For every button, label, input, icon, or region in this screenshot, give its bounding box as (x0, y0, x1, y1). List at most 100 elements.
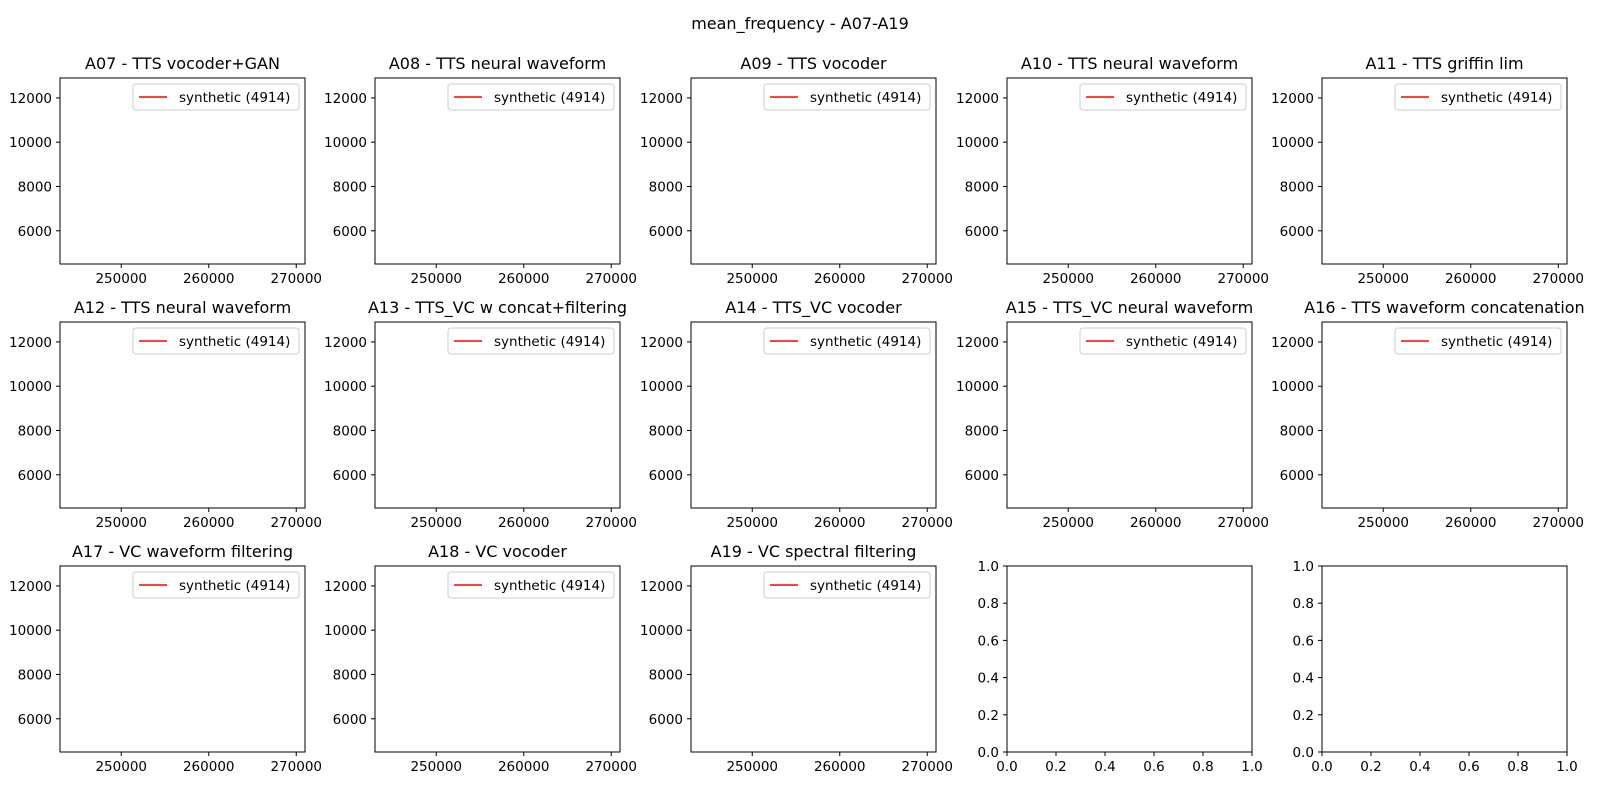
x-tick-label: 0.4 (1094, 759, 1115, 775)
legend: synthetic (4914) (1394, 327, 1562, 355)
subplot-title: A15 - TTS_VC neural waveform (1006, 298, 1253, 318)
y-tick-label: 8000 (649, 180, 683, 196)
y-tick-label: 6000 (965, 224, 999, 240)
x-tick-label: 0.2 (1045, 759, 1066, 775)
x-tick-label: 260000 (814, 515, 866, 531)
y-tick-label: 8000 (649, 424, 683, 440)
x-tick-label: 250000 (410, 515, 462, 531)
x-tick-label: 260000 (1130, 271, 1182, 287)
y-tick-label: 0.8 (978, 596, 999, 612)
axes-frame (1006, 565, 1253, 753)
subplot: A07 - TTS vocoder+GAN 250000 260000 270000 6… (9, 54, 322, 287)
x-tick-label: 260000 (498, 271, 550, 287)
legend: synthetic (4914) (1079, 327, 1247, 355)
subplot: A11 - TTS griffin lim 250000 260000 270000 6… (1271, 54, 1584, 287)
subplot-title: A09 - TTS vocoder (740, 54, 887, 73)
y-tick-label: 6000 (1280, 468, 1314, 484)
x-tick-label: 0.4 (1409, 759, 1430, 775)
x-tick-label: 250000 (1357, 515, 1409, 531)
legend: synthetic (4914) (763, 571, 931, 599)
legend: synthetic (4914) (763, 83, 931, 111)
y-tick-label: 12000 (324, 91, 367, 107)
subplot: A12 - TTS neural waveform 250000 260000 270… (9, 298, 322, 531)
x-tick-label: 260000 (814, 271, 866, 287)
y-tick-label: 12000 (324, 579, 367, 595)
x-tick-label: 270000 (585, 515, 637, 531)
x-tick-label: 270000 (901, 271, 953, 287)
subplot-title: A16 - TTS waveform concatenation (1304, 298, 1584, 317)
y-tick-label: 8000 (649, 668, 683, 684)
y-tick-label: 0.6 (1293, 633, 1314, 649)
legend-label: synthetic (4914) (494, 578, 605, 594)
x-tick-label: 0.8 (1507, 759, 1528, 775)
x-tick-label: 250000 (95, 515, 147, 531)
y-tick-label: 0.6 (978, 633, 999, 649)
legend-box (763, 83, 931, 111)
legend-box (132, 571, 300, 599)
y-tick-label: 6000 (18, 468, 52, 484)
y-tick-label: 0.4 (1293, 671, 1314, 687)
x-tick-label: 1.0 (1556, 759, 1577, 775)
legend: synthetic (4914) (447, 571, 615, 599)
y-tick-label: 6000 (18, 224, 52, 240)
x-tick-label: 270000 (1217, 515, 1269, 531)
legend-box (1079, 327, 1247, 355)
legend-box (763, 327, 931, 355)
legend: synthetic (4914) (132, 83, 300, 111)
y-tick-label: 10000 (640, 623, 683, 639)
x-tick-label: 0.2 (1360, 759, 1381, 775)
y-tick-label: 6000 (649, 468, 683, 484)
y-tick-label: 8000 (333, 180, 367, 196)
x-tick-label: 270000 (1217, 271, 1269, 287)
subplot: A19 - VC spectral filtering 250000 260000 2… (640, 542, 953, 775)
x-tick-label: 250000 (95, 271, 147, 287)
y-tick-label: 10000 (324, 379, 367, 395)
x-tick-label: 250000 (726, 515, 778, 531)
legend-box (132, 83, 300, 111)
subplot: 0.0 0.2 0.4 0.6 0.8 1.0 0.0 0.2 0.4 0.6 0.8 1.0 (978, 559, 1263, 775)
y-tick-label: 6000 (965, 468, 999, 484)
y-tick-label: 0.8 (1293, 596, 1314, 612)
legend-label: synthetic (4914) (494, 334, 605, 350)
y-tick-label: 0.4 (978, 671, 999, 687)
legend-box (447, 327, 615, 355)
x-tick-label: 260000 (498, 759, 550, 775)
y-tick-label: 12000 (956, 335, 999, 351)
legend-box (763, 571, 931, 599)
x-tick-label: 250000 (1357, 271, 1409, 287)
x-tick-label: 250000 (410, 271, 462, 287)
legend-label: synthetic (4914) (810, 334, 921, 350)
y-tick-label: 12000 (9, 579, 52, 595)
x-tick-label: 250000 (1042, 271, 1094, 287)
y-tick-label: 10000 (1271, 135, 1314, 151)
y-tick-label: 8000 (333, 424, 367, 440)
x-tick-label: 0.6 (1143, 759, 1164, 775)
subplot: A16 - TTS waveform concatenation 250000 26… (1271, 298, 1585, 531)
x-tick-label: 270000 (1532, 271, 1584, 287)
x-tick-label: 250000 (726, 759, 778, 775)
y-tick-label: 6000 (333, 712, 367, 728)
y-tick-label: 0.0 (978, 745, 999, 761)
x-tick-label: 260000 (183, 759, 235, 775)
subplot: A17 - VC waveform filtering 250000 260000 2… (9, 542, 322, 775)
y-tick-label: 10000 (9, 623, 52, 639)
x-tick-label: 0.0 (996, 759, 1017, 775)
x-tick-label: 250000 (410, 759, 462, 775)
y-tick-label: 12000 (1271, 335, 1314, 351)
y-tick-label: 8000 (965, 180, 999, 196)
y-tick-label: 12000 (640, 579, 683, 595)
y-tick-label: 6000 (649, 224, 683, 240)
legend-label: synthetic (4914) (1441, 90, 1552, 106)
subplot: A08 - TTS neural waveform 250000 260000 270… (324, 54, 637, 287)
y-tick-label: 8000 (18, 668, 52, 684)
x-tick-label: 250000 (726, 271, 778, 287)
subplot-title: A08 - TTS neural waveform (389, 54, 606, 73)
y-tick-label: 6000 (333, 468, 367, 484)
subplot: A14 - TTS_VC vocoder 250000 260000 270000 60… (640, 298, 953, 531)
legend-label: synthetic (4914) (494, 90, 605, 106)
x-tick-label: 260000 (814, 759, 866, 775)
subplot: A09 - TTS vocoder 250000 260000 270000 6000 8… (640, 54, 953, 287)
legend-box (132, 327, 300, 355)
subplot-title: A14 - TTS_VC vocoder (725, 298, 902, 318)
y-tick-label: 10000 (956, 135, 999, 151)
